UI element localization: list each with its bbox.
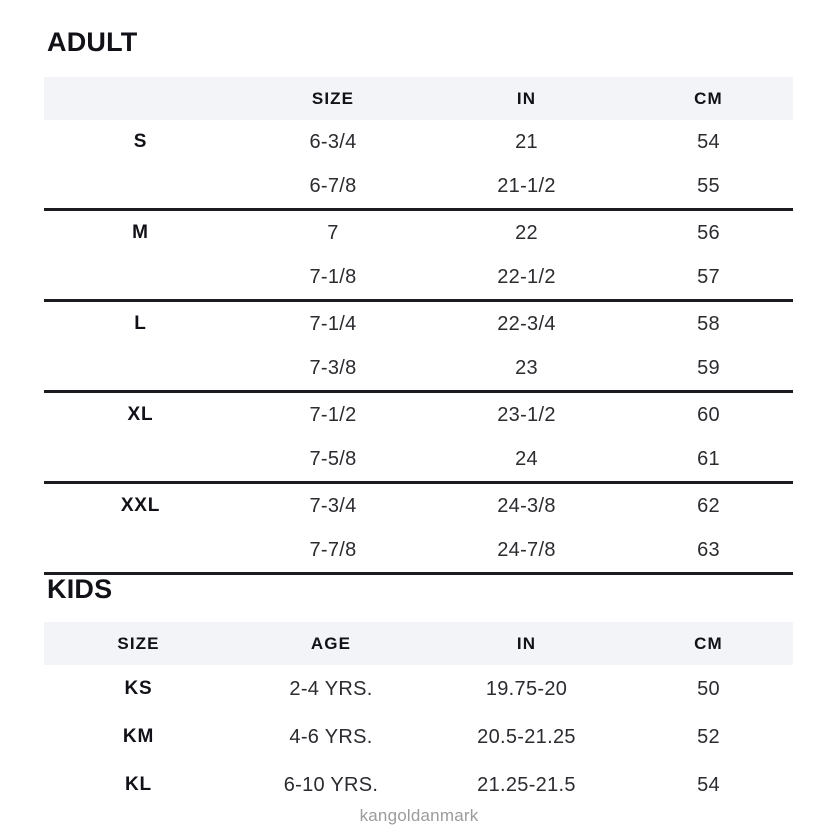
adult-cell-in: 23 [429, 346, 624, 393]
kids-size-label: KL [125, 774, 152, 795]
adult-cell-cm: 57 [624, 255, 793, 302]
kids-size-table: SIZE AGE IN CM KS 2-4 YRS. 19.75-20 50 K… [44, 622, 793, 809]
adult-cell-size: 7 [327, 221, 339, 244]
adult-col-header-size: SIZE [311, 88, 355, 108]
adult-cell-in: 22 [515, 221, 538, 244]
kids-col-header-size: SIZE [117, 633, 160, 653]
table-row: KS 2-4 YRS. 19.75-20 50 [44, 665, 793, 713]
table-row: L 7-1/4 22-3/4 58 [44, 301, 793, 347]
kids-table-head: SIZE AGE IN CM [44, 622, 793, 665]
adult-cell-size: 7-1/8 [237, 255, 429, 302]
adult-cell-in: 24 [429, 437, 624, 484]
adult-cell-size: 7-7/8 [237, 528, 429, 575]
table-row: XXL 7-3/4 24-3/8 62 [44, 483, 793, 529]
kids-cell-age: 2-4 YRS. [289, 677, 373, 700]
adult-cell-in: 21 [515, 130, 538, 153]
kids-header-row: SIZE AGE IN CM [44, 622, 793, 665]
adult-size-label-spacer [44, 437, 237, 484]
adult-cell-cm: 62 [697, 494, 720, 517]
kids-cell-age: 6-10 YRS. [283, 773, 379, 796]
adult-cell-size: 7-1/4 [309, 312, 357, 335]
adult-col-header-blank [44, 77, 237, 120]
adult-cell-size: 6-3/4 [309, 130, 357, 153]
adult-size-label-spacer [44, 528, 237, 575]
kids-size-label: KM [122, 726, 155, 747]
adult-size-label: S [133, 131, 148, 152]
kids-cell-in: 20.5-21.25 [477, 725, 576, 748]
adult-cell-size: 7-3/8 [237, 346, 429, 393]
table-row: 7-7/8 24-7/8 63 [44, 528, 793, 575]
adult-section-title: ADULT [47, 27, 138, 57]
table-row: 7-1/8 22-1/2 57 [44, 255, 793, 302]
table-row: S 6-3/4 21 54 [44, 120, 793, 164]
kids-section-title: KIDS [47, 574, 113, 604]
kids-cell-age: 4-6 YRS. [289, 725, 373, 748]
adult-size-label: L [134, 313, 147, 334]
adult-cell-cm: 61 [624, 437, 793, 484]
kids-cell-in: 19.75-20 [485, 677, 568, 700]
table-row: KM 4-6 YRS. 20.5-21.25 52 [44, 713, 793, 761]
adult-cell-cm: 55 [624, 164, 793, 211]
adult-cell-size: 7-3/4 [309, 494, 357, 517]
adult-table-body: S 6-3/4 21 54 6-7/8 21-1/2 55 M 7 22 56 … [44, 120, 793, 575]
adult-cell-in: 24-7/8 [429, 528, 624, 575]
adult-cell-in: 22-3/4 [497, 312, 556, 335]
adult-cell-cm: 56 [697, 221, 720, 244]
adult-size-label: M [132, 222, 149, 243]
adult-cell-in: 23-1/2 [497, 403, 556, 426]
kids-col-header-cm: CM [694, 633, 723, 653]
table-row: M 7 22 56 [44, 210, 793, 256]
adult-size-label-spacer [44, 164, 237, 211]
kids-cell-cm: 54 [697, 773, 720, 796]
table-row: 7-5/8 24 61 [44, 437, 793, 484]
adult-size-label: XL [127, 404, 154, 425]
adult-cell-cm: 59 [624, 346, 793, 393]
kids-col-header-age: AGE [310, 633, 352, 653]
adult-cell-in: 22-1/2 [429, 255, 624, 302]
adult-cell-in: 21-1/2 [429, 164, 624, 211]
adult-size-label-spacer [44, 255, 237, 302]
adult-cell-cm: 63 [624, 528, 793, 575]
watermark: kangoldanmark [359, 806, 479, 825]
adult-size-table: SIZE IN CM S 6-3/4 21 54 6-7/8 21-1/2 55… [44, 77, 793, 575]
adult-cell-cm: 54 [697, 130, 720, 153]
adult-cell-in: 24-3/8 [497, 494, 556, 517]
kids-size-label: KS [124, 678, 153, 699]
adult-col-header-in: IN [516, 88, 537, 108]
adult-header-row: SIZE IN CM [44, 77, 793, 120]
kids-cell-cm: 52 [697, 725, 720, 748]
adult-cell-size: 7-5/8 [237, 437, 429, 484]
adult-size-label: XXL [120, 495, 161, 516]
adult-cell-size: 7-1/2 [309, 403, 357, 426]
kids-table-body: KS 2-4 YRS. 19.75-20 50 KM 4-6 YRS. 20.5… [44, 665, 793, 809]
table-row: 6-7/8 21-1/2 55 [44, 164, 793, 211]
table-row: 7-3/8 23 59 [44, 346, 793, 393]
table-row: KL 6-10 YRS. 21.25-21.5 54 [44, 761, 793, 809]
adult-table-head: SIZE IN CM [44, 77, 793, 120]
adult-cell-size: 6-7/8 [237, 164, 429, 211]
kids-cell-cm: 50 [697, 677, 720, 700]
table-row: XL 7-1/2 23-1/2 60 [44, 392, 793, 438]
adult-cell-cm: 60 [697, 403, 720, 426]
kids-col-header-in: IN [516, 633, 537, 653]
adult-col-header-cm: CM [694, 88, 723, 108]
adult-cell-cm: 58 [697, 312, 720, 335]
adult-size-label-spacer [44, 346, 237, 393]
kids-cell-in: 21.25-21.5 [477, 773, 576, 796]
